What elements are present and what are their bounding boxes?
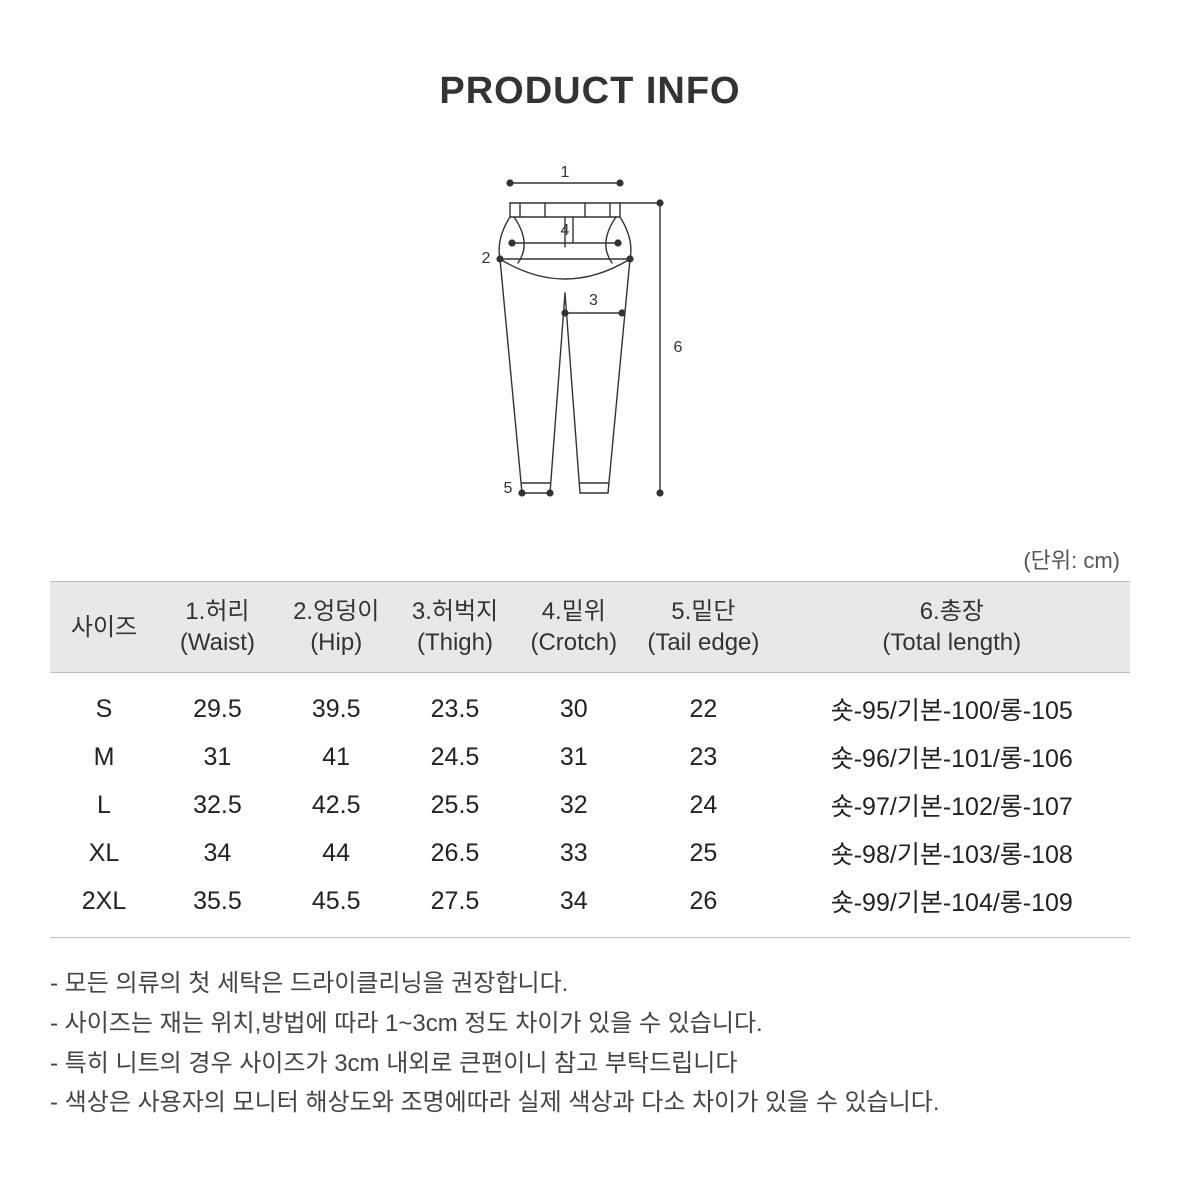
measurement-diagram-container: 1 2 4 3 5 6 (50, 163, 1130, 523)
table-row: 2XL35.545.527.53426숏-99/기본-104/롱-109 (50, 877, 1130, 937)
col-header-tail: 5.밑단(Tail edge) (633, 582, 773, 673)
size-table: 사이즈1.허리(Waist)2.엉덩이(Hip)3.허벅지(Thigh)4.밑위… (50, 581, 1130, 937)
svg-text:6: 6 (674, 339, 683, 356)
note-line: - 특히 니트의 경우 사이즈가 3cm 내외로 큰편이니 참고 부탁드립니다 (50, 1044, 1130, 1084)
cell-tail: 24 (633, 781, 773, 829)
cell-crotch: 31 (514, 733, 633, 781)
cell-size: M (50, 733, 158, 781)
cell-crotch: 34 (514, 877, 633, 937)
cell-hip: 42.5 (277, 781, 396, 829)
cell-size: S (50, 673, 158, 734)
cell-crotch: 30 (514, 673, 633, 734)
cell-hip: 44 (277, 829, 396, 877)
cell-crotch: 33 (514, 829, 633, 877)
cell-waist: 29.5 (158, 673, 277, 734)
table-row: M314124.53123숏-96/기본-101/롱-106 (50, 733, 1130, 781)
col-header-total: 6.총장(Total length) (774, 582, 1130, 673)
note-line: - 색상은 사용자의 모니터 해상도와 조명에따라 실제 색상과 다소 차이가 … (50, 1083, 1130, 1123)
cell-waist: 31 (158, 733, 277, 781)
svg-text:4: 4 (561, 222, 570, 239)
cell-waist: 35.5 (158, 877, 277, 937)
cell-size: L (50, 781, 158, 829)
cell-thigh: 25.5 (396, 781, 515, 829)
col-header-size: 사이즈 (50, 582, 158, 673)
care-notes: - 모든 의류의 첫 세탁은 드라이클리닝을 권장합니다.- 사이즈는 재는 위… (50, 964, 1130, 1122)
cell-thigh: 23.5 (396, 673, 515, 734)
cell-hip: 41 (277, 733, 396, 781)
svg-text:1: 1 (561, 164, 570, 181)
svg-text:2: 2 (482, 250, 491, 267)
unit-label: (단위: cm) (50, 543, 1130, 575)
table-row: XL344426.53325숏-98/기본-103/롱-108 (50, 829, 1130, 877)
col-header-thigh: 3.허벅지(Thigh) (396, 582, 515, 673)
cell-tail: 25 (633, 829, 773, 877)
note-line: - 모든 의류의 첫 세탁은 드라이클리닝을 권장합니다. (50, 964, 1130, 1004)
note-line: - 사이즈는 재는 위치,방법에 따라 1~3cm 정도 차이가 있을 수 있습… (50, 1004, 1130, 1044)
cell-crotch: 32 (514, 781, 633, 829)
col-header-hip: 2.엉덩이(Hip) (277, 582, 396, 673)
cell-total: 숏-98/기본-103/롱-108 (774, 829, 1130, 877)
cell-total: 숏-95/기본-100/롱-105 (774, 673, 1130, 734)
cell-total: 숏-99/기본-104/롱-109 (774, 877, 1130, 937)
col-header-waist: 1.허리(Waist) (158, 582, 277, 673)
svg-text:5: 5 (504, 480, 513, 497)
table-row: L32.542.525.53224숏-97/기본-102/롱-107 (50, 781, 1130, 829)
cell-tail: 23 (633, 733, 773, 781)
cell-thigh: 27.5 (396, 877, 515, 937)
cell-size: 2XL (50, 877, 158, 937)
cell-total: 숏-97/기본-102/롱-107 (774, 781, 1130, 829)
cell-thigh: 24.5 (396, 733, 515, 781)
cell-thigh: 26.5 (396, 829, 515, 877)
cell-size: XL (50, 829, 158, 877)
cell-hip: 39.5 (277, 673, 396, 734)
cell-tail: 22 (633, 673, 773, 734)
cell-tail: 26 (633, 877, 773, 937)
cell-waist: 34 (158, 829, 277, 877)
size-table-head: 사이즈1.허리(Waist)2.엉덩이(Hip)3.허벅지(Thigh)4.밑위… (50, 582, 1130, 673)
cell-total: 숏-96/기본-101/롱-106 (774, 733, 1130, 781)
table-row: S29.539.523.53022숏-95/기본-100/롱-105 (50, 673, 1130, 734)
page-title: PRODUCT INFO (50, 70, 1130, 113)
size-table-body: S29.539.523.53022숏-95/기본-100/롱-105M31412… (50, 673, 1130, 938)
svg-text:3: 3 (589, 292, 598, 309)
pants-diagram: 1 2 4 3 5 6 (450, 163, 730, 523)
col-header-crotch: 4.밑위(Crotch) (514, 582, 633, 673)
cell-hip: 45.5 (277, 877, 396, 937)
cell-waist: 32.5 (158, 781, 277, 829)
